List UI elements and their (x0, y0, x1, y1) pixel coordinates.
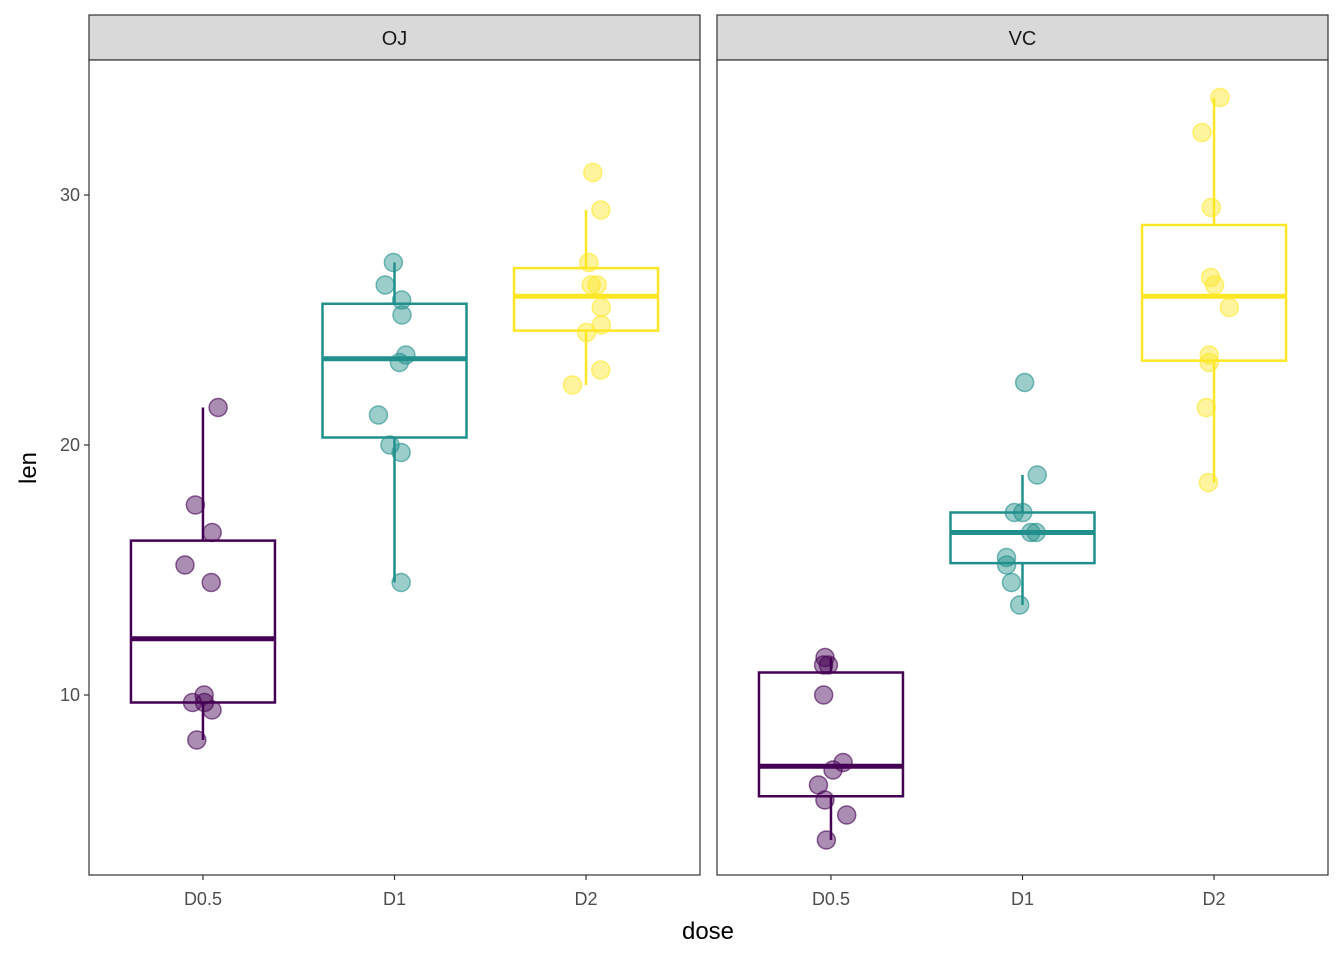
data-point (1026, 522, 1046, 543)
data-point (591, 315, 612, 335)
data-point (194, 692, 215, 713)
data-point (1210, 87, 1230, 108)
data-point (813, 655, 834, 675)
data-point (391, 442, 411, 463)
data-point (1192, 122, 1212, 143)
data-point (833, 752, 853, 773)
data-point (581, 275, 601, 295)
data-point (187, 730, 207, 750)
data-point (392, 305, 412, 325)
data-point (808, 775, 829, 795)
x-tick-label: D0.5 (184, 889, 222, 909)
data-point (202, 700, 222, 720)
data-point (194, 685, 214, 705)
data-point (368, 405, 389, 425)
data-point (380, 435, 400, 455)
box (757, 671, 905, 798)
data-point (175, 555, 195, 575)
data-point (1021, 522, 1041, 543)
data-point (591, 297, 611, 318)
data-point (391, 290, 412, 310)
x-tick-label: D1 (383, 889, 406, 909)
y-tick-label: 10 (60, 685, 80, 705)
data-point (1219, 297, 1240, 318)
data-point (1199, 352, 1219, 373)
data-point (208, 397, 228, 418)
data-point (383, 252, 404, 273)
data-point (996, 547, 1017, 568)
x-tick-label: D2 (1203, 889, 1226, 909)
facet-label: OJ (382, 28, 408, 50)
data-point (391, 572, 411, 593)
data-point (396, 345, 416, 365)
data-point (818, 655, 839, 675)
data-point (583, 162, 603, 183)
data-point (1200, 267, 1221, 288)
data-point (1027, 465, 1047, 485)
box (129, 539, 277, 704)
data-point (562, 375, 583, 395)
x-axis-title: dose (682, 918, 734, 945)
data-point (202, 522, 222, 543)
y-tick-label: 20 (60, 435, 80, 455)
data-point (813, 685, 834, 705)
data-point (1198, 472, 1219, 493)
box (1140, 223, 1288, 362)
data-point (1009, 595, 1030, 615)
data-point (375, 275, 395, 295)
facet-label: VC (1009, 28, 1037, 50)
data-point (816, 830, 837, 850)
data-point (389, 352, 410, 373)
y-tick-label: 30 (60, 185, 80, 205)
data-point (1199, 345, 1219, 365)
x-tick-label: D0.5 (812, 889, 850, 909)
facet-strip-vc (716, 14, 1329, 61)
box (949, 511, 1096, 565)
data-point (201, 572, 221, 593)
data-point (587, 275, 607, 295)
data-point (590, 360, 611, 380)
data-point (836, 805, 857, 825)
facet-strip-oj (88, 14, 701, 61)
box (512, 266, 660, 332)
data-point (1013, 502, 1033, 523)
panel-vc (716, 59, 1329, 876)
data-point (1201, 197, 1222, 218)
data-point (591, 200, 611, 220)
data-point (185, 495, 206, 515)
data-point (996, 555, 1017, 575)
data-point (1001, 572, 1022, 593)
x-tick-label: D2 (575, 889, 598, 909)
y-axis-title: len (15, 452, 42, 484)
data-point (1196, 397, 1216, 418)
data-point (823, 760, 843, 780)
x-tick-label: D1 (1011, 889, 1034, 909)
data-point (579, 252, 599, 273)
data-point (1014, 372, 1035, 393)
